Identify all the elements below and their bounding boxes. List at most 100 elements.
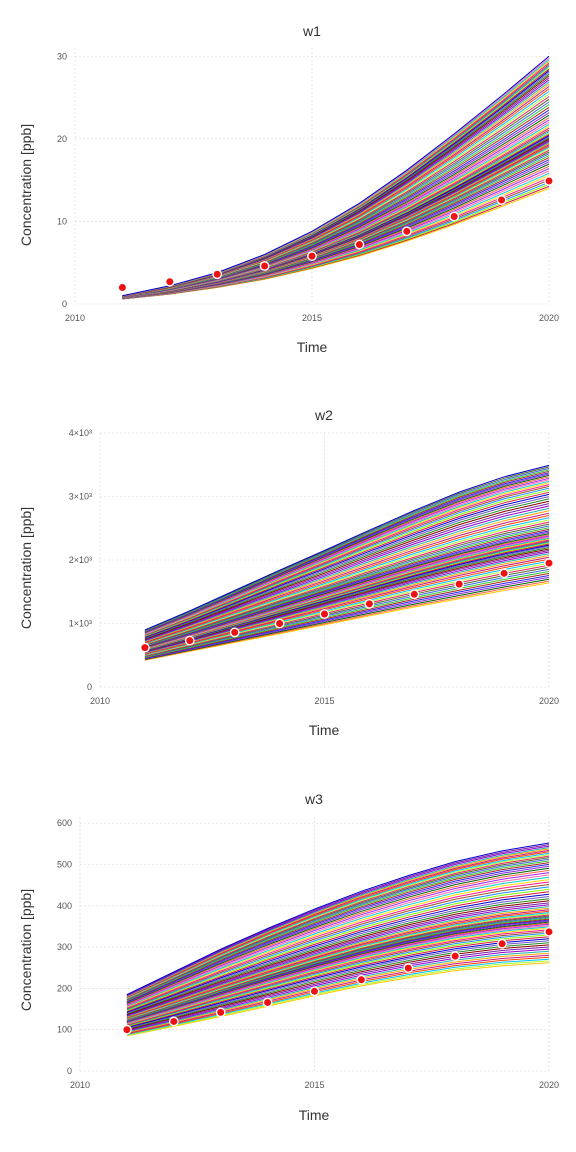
simulation-line bbox=[126, 902, 550, 1016]
simulation-line bbox=[126, 906, 550, 1017]
simulation-line bbox=[126, 845, 550, 997]
y-axis-label: Concentration [ppb] bbox=[18, 124, 34, 246]
simulation-line bbox=[144, 521, 550, 646]
simulation-line bbox=[126, 907, 550, 1018]
observation-point bbox=[496, 195, 507, 205]
simulation-line bbox=[126, 848, 550, 998]
simulation-line bbox=[144, 473, 550, 633]
y-tick-label: 10 bbox=[57, 216, 67, 226]
y-tick-label: 0 bbox=[62, 299, 67, 309]
simulation-line bbox=[126, 886, 550, 1011]
observation-point bbox=[259, 261, 270, 271]
x-axis-label: Time bbox=[299, 1107, 330, 1123]
simulation-line bbox=[126, 909, 550, 1019]
chart-title: w2 bbox=[314, 407, 333, 423]
simulation-line bbox=[126, 863, 550, 1003]
simulation-line bbox=[126, 948, 550, 1032]
y-tick-label: 500 bbox=[57, 859, 72, 869]
simulation-line bbox=[144, 523, 550, 646]
observation-point bbox=[409, 589, 420, 600]
simulation-line bbox=[126, 872, 550, 1006]
x-axis-label: Time bbox=[297, 339, 328, 355]
simulation-line bbox=[126, 921, 550, 1023]
observation-point bbox=[497, 938, 507, 949]
simulation-line bbox=[126, 932, 550, 1027]
simulation-line bbox=[126, 927, 550, 1025]
simulation-line bbox=[126, 867, 550, 1004]
simulation-line bbox=[126, 884, 550, 1010]
chart-title: w1 bbox=[302, 23, 321, 39]
simulation-line bbox=[126, 858, 550, 1001]
simulation-line bbox=[144, 472, 550, 633]
simulation-line bbox=[126, 869, 550, 1005]
simulation-line bbox=[144, 512, 550, 643]
simulation-line bbox=[126, 913, 550, 1020]
observation-point bbox=[229, 627, 240, 638]
simulation-line bbox=[126, 926, 550, 1024]
simulation-line bbox=[144, 496, 550, 639]
simulation-line bbox=[126, 900, 550, 1015]
simulation-line bbox=[144, 476, 550, 634]
simulation-line bbox=[144, 515, 550, 644]
simulation-line bbox=[144, 525, 550, 647]
simulation-line bbox=[144, 519, 550, 645]
simulation-line bbox=[126, 904, 550, 1017]
simulation-line bbox=[126, 936, 550, 1028]
simulation-line bbox=[126, 925, 550, 1024]
simulation-line bbox=[144, 487, 550, 637]
simulation-line bbox=[126, 934, 550, 1027]
panel-w3: w3 Time Concentration [ppb] 2010 2015 2020… bbox=[18, 791, 559, 1123]
observation-point bbox=[354, 239, 365, 250]
panel-w1: w1 Time Concentration [ppb] 2010 2015 2020… bbox=[18, 23, 559, 355]
observation-point bbox=[307, 251, 317, 262]
simulation-line bbox=[126, 958, 550, 1036]
simulation-line bbox=[126, 862, 550, 1002]
simulation-line bbox=[144, 553, 550, 654]
simulation-line bbox=[144, 576, 550, 660]
simulation-line bbox=[126, 916, 550, 1021]
simulation-line bbox=[126, 940, 550, 1029]
simulation-line bbox=[144, 573, 550, 659]
simulation-line bbox=[126, 952, 550, 1034]
x-tick-label: 2010 bbox=[70, 1080, 90, 1090]
y-tick-label: 1×10³ bbox=[69, 619, 92, 629]
observation-point bbox=[117, 282, 128, 293]
simulation-line bbox=[144, 507, 550, 642]
y-tick-label: 4×10³ bbox=[69, 428, 92, 438]
simulation-line bbox=[144, 531, 550, 648]
observation-point bbox=[309, 986, 320, 997]
simulation-line bbox=[126, 938, 550, 1029]
simulation-line bbox=[126, 893, 550, 1013]
simulation-line bbox=[126, 865, 550, 1004]
simulation-line bbox=[126, 919, 550, 1022]
y-axis-label: Concentration [ppb] bbox=[18, 507, 34, 629]
observation-point bbox=[168, 1016, 179, 1027]
observation-point bbox=[401, 226, 412, 237]
simulation-line bbox=[144, 466, 550, 631]
simulation-line bbox=[144, 555, 550, 654]
observation-point bbox=[450, 951, 461, 962]
simulation-line bbox=[144, 493, 550, 638]
x-axis-label: Time bbox=[309, 722, 340, 738]
simulation-line bbox=[144, 575, 550, 659]
simulation-line bbox=[144, 498, 550, 639]
observation-point bbox=[215, 1007, 226, 1018]
observation-point bbox=[356, 974, 367, 985]
x-tick-label: 2015 bbox=[314, 696, 334, 706]
y-tick-label: 3×10³ bbox=[69, 492, 92, 502]
y-tick-label: 0 bbox=[87, 682, 92, 692]
simulation-line bbox=[126, 874, 550, 1007]
simulation-line bbox=[126, 915, 550, 1021]
simulation-line bbox=[144, 571, 550, 658]
x-tick-label: 2015 bbox=[304, 1080, 324, 1090]
simulation-line bbox=[144, 484, 550, 636]
simulation-line bbox=[126, 842, 550, 996]
x-tick-label: 2010 bbox=[65, 313, 85, 323]
observation-point bbox=[499, 568, 509, 579]
observation-point bbox=[262, 997, 273, 1008]
simulation-line bbox=[122, 106, 550, 298]
simulation-line bbox=[126, 923, 550, 1024]
simulation-line bbox=[126, 914, 550, 1020]
simulation-line bbox=[122, 135, 550, 299]
